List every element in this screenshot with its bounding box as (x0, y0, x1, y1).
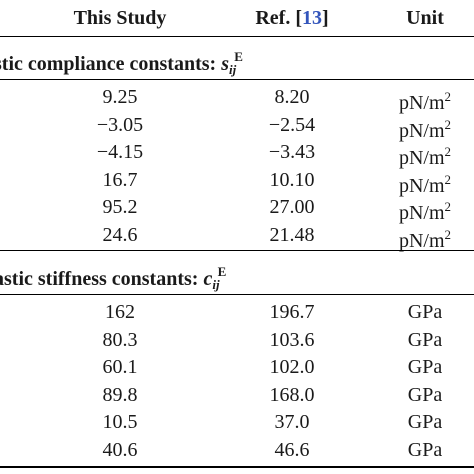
section-stiffness-title: astic stiffness constants: cijE (0, 259, 226, 298)
table-bottom-rule (0, 466, 474, 468)
unit-superscript: 2 (444, 226, 452, 242)
section-superscript: E (234, 49, 243, 64)
header-ref-suffix: ] (321, 7, 329, 29)
section-compliance-title: stic compliance constants: sijE (0, 44, 243, 83)
cell-this-study: 162 (105, 301, 135, 323)
cell-unit: pN/m2 (399, 223, 451, 253)
cell-ref: 102.0 (269, 356, 315, 378)
cell-ref: 168.0 (269, 383, 315, 406)
cell-ref: 27.00 (269, 196, 315, 218)
cell-this-study: 60.1 (102, 356, 138, 378)
section-rule (0, 294, 474, 295)
cell-ref: −3.43 (268, 141, 316, 163)
unit-superscript: 2 (444, 116, 452, 132)
section-subscript: ij (229, 62, 237, 77)
header-this-study: This Study (73, 7, 167, 29)
section-superscript: E (217, 264, 227, 279)
section-rule (0, 79, 474, 80)
cell-this-study: 16.7 (102, 168, 138, 191)
cell-ref: 196.7 (269, 301, 315, 323)
cell-unit: pN/m2 (399, 113, 451, 143)
cell-unit: pN/m2 (399, 195, 451, 225)
cell-this-study: 24.6 (102, 223, 138, 246)
cell-unit: pN/m2 (399, 168, 451, 198)
section-subscript: ij (212, 277, 220, 292)
cell-unit: GPa (408, 410, 442, 434)
unit-base: GPa (407, 301, 443, 323)
section-symbol: c (203, 268, 213, 290)
unit-superscript: 2 (444, 171, 452, 187)
cell-ref: 21.48 (269, 223, 315, 246)
cell-unit: GPa (408, 383, 442, 407)
unit-base: GPa (407, 383, 443, 406)
cell-unit: GPa (408, 438, 442, 462)
unit-base: pN/m (398, 174, 445, 197)
section-symbol: s (221, 53, 229, 75)
cell-this-study: 95.2 (102, 196, 138, 218)
cell-this-study: −4.15 (96, 141, 144, 163)
unit-base: GPa (407, 438, 443, 461)
cell-unit: GPa (408, 355, 442, 379)
unit-superscript: 2 (444, 89, 452, 104)
cell-this-study: 9.25 (102, 86, 138, 108)
cell-this-study: 10.5 (102, 411, 138, 433)
unit-base: pN/m (398, 229, 445, 252)
unit-superscript: 2 (444, 199, 452, 214)
cell-ref: 10.10 (269, 168, 315, 191)
section-title-text: stic compliance constants: (0, 53, 222, 75)
header-unit: Unit (406, 7, 444, 29)
section-title-text: astic stiffness constants: (0, 268, 204, 290)
cell-ref: 46.6 (274, 438, 310, 461)
cell-this-study: 80.3 (102, 328, 138, 351)
header-ref-prefix: Ref. [ (255, 7, 302, 29)
unit-base: GPa (407, 411, 443, 433)
unit-base: GPa (407, 356, 443, 378)
cell-unit: pN/m2 (399, 140, 451, 170)
cell-this-study: 40.6 (102, 438, 138, 461)
unit-base: pN/m (398, 202, 445, 224)
cell-unit: pN/m2 (399, 85, 451, 115)
unit-superscript: 2 (444, 144, 452, 159)
cell-this-study: −3.05 (96, 113, 144, 136)
unit-base: pN/m (398, 147, 445, 169)
reference-link[interactable]: 13 (301, 7, 322, 29)
cell-unit: GPa (408, 328, 442, 352)
cell-unit: GPa (408, 300, 442, 324)
unit-base: pN/m (398, 92, 445, 114)
section-rule (0, 250, 474, 251)
cell-this-study: 89.8 (102, 383, 138, 406)
cell-ref: 103.6 (269, 328, 315, 351)
header-ref: Ref. [13] (255, 6, 328, 30)
cell-ref: 37.0 (274, 411, 310, 433)
unit-base: pN/m (398, 119, 445, 142)
unit-base: GPa (407, 328, 443, 351)
cell-ref: 8.20 (274, 86, 310, 108)
header-rule (0, 36, 474, 37)
cell-ref: −2.54 (268, 113, 316, 136)
